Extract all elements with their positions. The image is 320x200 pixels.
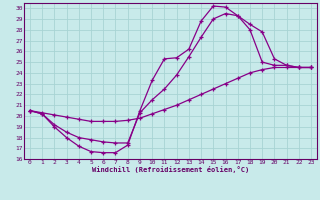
X-axis label: Windchill (Refroidissement éolien,°C): Windchill (Refroidissement éolien,°C) <box>92 166 249 173</box>
